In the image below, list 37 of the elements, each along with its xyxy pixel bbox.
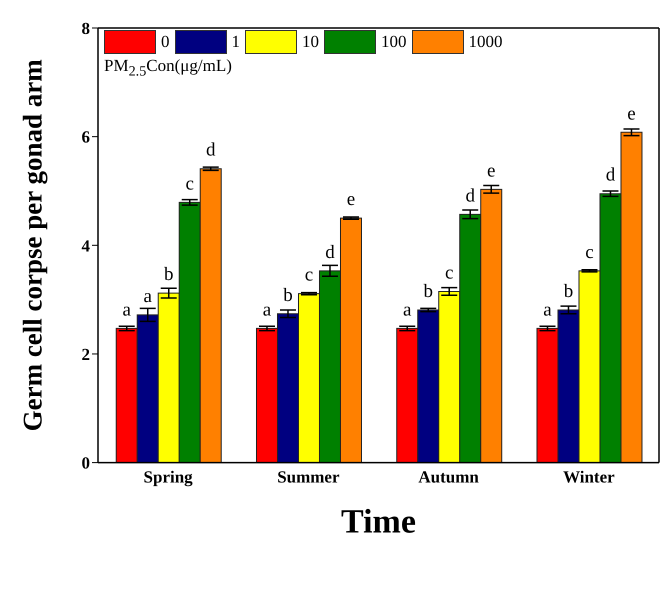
y-tick-label: 2	[82, 344, 90, 364]
data-label: b	[283, 284, 293, 306]
data-label: a	[122, 299, 132, 320]
legend-label: 100	[381, 32, 406, 52]
legend-label: 0	[161, 32, 170, 52]
data-label: b	[164, 264, 174, 286]
data-label: d	[325, 242, 336, 263]
data-label: c	[445, 262, 454, 284]
data-label: c	[585, 242, 594, 263]
data-label: c	[186, 173, 194, 194]
data-label: e	[487, 160, 496, 182]
x-tick-label: Spring	[144, 468, 194, 487]
data-label: a	[262, 299, 272, 320]
y-tick-label: 0	[82, 454, 90, 473]
legend-label: 1000	[468, 32, 502, 52]
x-axis-title: Time	[341, 504, 416, 541]
x-tick-label: Autumn	[418, 468, 480, 487]
y-axis-title: Germ cell corpse per gonad arm	[18, 58, 48, 432]
data-label: d	[465, 185, 476, 206]
data-label: b	[423, 280, 433, 302]
legend-title: PM$_{2.5}$Con(μg/mL)	[104, 56, 233, 80]
data-label: c	[304, 264, 314, 286]
legend-label: 1	[232, 32, 240, 52]
data-label: d	[206, 140, 216, 161]
x-tick-label: Summer	[277, 468, 340, 487]
data-label: e	[346, 189, 356, 210]
legend-label: 10	[302, 32, 319, 52]
y-tick-label: 8	[82, 19, 90, 38]
data-label: e	[627, 103, 636, 124]
y-tick-label: 6	[82, 128, 90, 147]
data-label: a	[403, 299, 412, 320]
x-tick-label: Winter	[563, 468, 616, 487]
data-label: b	[564, 280, 574, 302]
data-label: a	[543, 299, 552, 320]
y-tick-label: 4	[82, 236, 90, 256]
data-label: a	[144, 286, 153, 307]
data-label: d	[606, 164, 616, 186]
